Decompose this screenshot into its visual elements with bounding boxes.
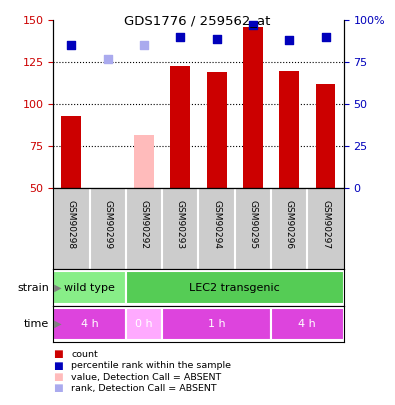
Bar bbox=[134, 134, 154, 188]
Text: 1 h: 1 h bbox=[208, 319, 226, 329]
Point bbox=[68, 42, 75, 49]
Bar bbox=[170, 66, 190, 188]
Text: ■: ■ bbox=[53, 384, 63, 393]
Text: GSM90297: GSM90297 bbox=[321, 200, 330, 249]
Text: ■: ■ bbox=[53, 361, 63, 371]
Text: GSM90298: GSM90298 bbox=[67, 200, 76, 249]
Point bbox=[177, 34, 184, 40]
Text: 0 h: 0 h bbox=[135, 319, 153, 329]
Point bbox=[250, 22, 256, 28]
Text: wild type: wild type bbox=[64, 283, 115, 292]
Point bbox=[286, 37, 292, 44]
Point bbox=[141, 42, 147, 49]
Text: count: count bbox=[71, 350, 98, 359]
Bar bbox=[271, 308, 344, 340]
Bar bbox=[62, 116, 81, 188]
Text: GSM90292: GSM90292 bbox=[139, 200, 149, 249]
Bar bbox=[316, 84, 335, 188]
Text: ■: ■ bbox=[53, 350, 63, 359]
Text: time: time bbox=[24, 319, 49, 329]
Bar bbox=[162, 308, 271, 340]
Text: percentile rank within the sample: percentile rank within the sample bbox=[71, 361, 231, 370]
Text: GSM90299: GSM90299 bbox=[103, 200, 112, 249]
Text: strain: strain bbox=[17, 283, 49, 292]
Text: rank, Detection Call = ABSENT: rank, Detection Call = ABSENT bbox=[71, 384, 217, 393]
Bar bbox=[53, 308, 126, 340]
Text: ▶: ▶ bbox=[51, 283, 62, 292]
Text: value, Detection Call = ABSENT: value, Detection Call = ABSENT bbox=[71, 373, 221, 382]
Text: GSM90294: GSM90294 bbox=[212, 200, 221, 249]
Text: 4 h: 4 h bbox=[299, 319, 316, 329]
Bar bbox=[243, 27, 263, 188]
Text: 4 h: 4 h bbox=[81, 319, 98, 329]
Bar bbox=[207, 72, 227, 188]
Point bbox=[105, 55, 111, 62]
Bar bbox=[53, 271, 126, 304]
Point bbox=[322, 34, 329, 40]
Bar bbox=[126, 271, 344, 304]
Text: ▶: ▶ bbox=[51, 319, 62, 329]
Bar bbox=[279, 71, 299, 188]
Text: ■: ■ bbox=[53, 372, 63, 382]
Text: GDS1776 / 259562_at: GDS1776 / 259562_at bbox=[124, 14, 271, 27]
Text: GSM90296: GSM90296 bbox=[285, 200, 294, 249]
Bar bbox=[126, 308, 162, 340]
Text: GSM90295: GSM90295 bbox=[248, 200, 258, 249]
Point bbox=[213, 36, 220, 42]
Text: LEC2 transgenic: LEC2 transgenic bbox=[190, 283, 280, 292]
Text: GSM90293: GSM90293 bbox=[176, 200, 185, 249]
